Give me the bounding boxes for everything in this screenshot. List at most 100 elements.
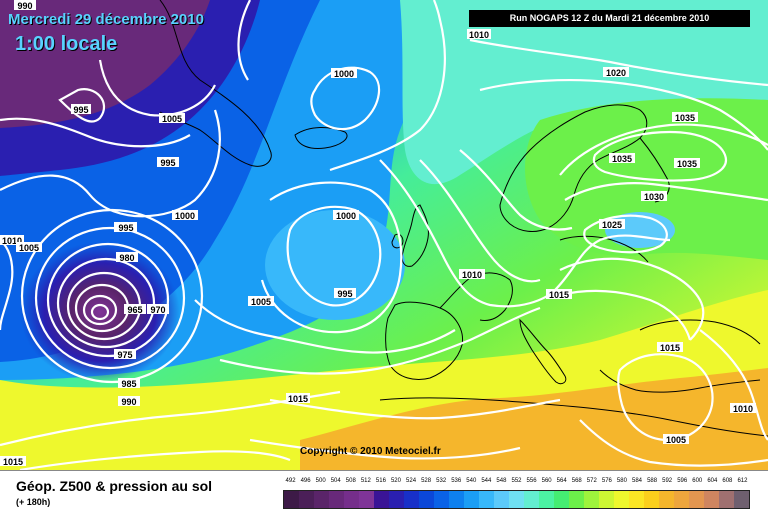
legend-swatch xyxy=(539,491,554,508)
isobar-label: 1010 xyxy=(459,269,485,280)
isobar-low-ring xyxy=(46,242,170,358)
svg-text:1035: 1035 xyxy=(675,113,695,123)
isobar-label: 990 xyxy=(118,396,140,407)
legend-label: 532 xyxy=(436,478,447,484)
svg-text:1015: 1015 xyxy=(3,457,23,467)
isobar-label: 1005 xyxy=(248,296,274,307)
legend-swatch xyxy=(509,491,524,508)
legend-label: 600 xyxy=(692,478,703,484)
legend-swatch xyxy=(674,491,689,508)
svg-text:990: 990 xyxy=(121,397,136,407)
svg-text:1010: 1010 xyxy=(469,30,489,40)
geopotential-field-south-orange xyxy=(300,368,768,470)
svg-text:1015: 1015 xyxy=(549,290,569,300)
coastline-north-africa xyxy=(379,397,768,437)
legend-swatch xyxy=(704,491,719,508)
isobar-label: 995 xyxy=(157,157,179,168)
legend-swatch xyxy=(299,491,314,508)
legend-label: 504 xyxy=(330,478,341,484)
legend-label: 492 xyxy=(285,478,296,484)
legend-swatch xyxy=(419,491,434,508)
valid-date: Mercredi 29 décembre 2010 xyxy=(8,11,204,28)
svg-text:1000: 1000 xyxy=(175,211,195,221)
isobar-label: 1020 xyxy=(603,67,629,78)
chart-title: Géop. Z500 & pression au sol xyxy=(16,478,213,494)
legend-label: 608 xyxy=(722,478,733,484)
legend-label: 592 xyxy=(662,478,673,484)
isobar xyxy=(419,159,541,283)
legend-label: 540 xyxy=(466,478,477,484)
legend-swatch xyxy=(614,491,629,508)
coastline-iceland xyxy=(294,127,348,149)
svg-text:980: 980 xyxy=(119,253,134,263)
isobar-label: 1015 xyxy=(0,456,26,467)
isobar-label: 1015 xyxy=(546,289,572,300)
isobar-label: 1000 xyxy=(331,68,357,79)
legend-swatch xyxy=(719,491,734,508)
isobar xyxy=(0,239,14,331)
isobar xyxy=(269,398,561,420)
isobar-label: 1005 xyxy=(16,242,42,253)
legend-label: 564 xyxy=(556,478,567,484)
isobar xyxy=(249,438,521,460)
legend-swatch xyxy=(284,491,299,508)
svg-text:1035: 1035 xyxy=(612,154,632,164)
isobar-label: 1015 xyxy=(286,393,310,404)
isobar-low-ring xyxy=(56,257,156,349)
isobar-label: 1035 xyxy=(609,153,635,164)
coastline-baltic xyxy=(559,235,649,263)
svg-text:1025: 1025 xyxy=(602,220,622,230)
legend-label: 560 xyxy=(541,478,552,484)
legend-swatch xyxy=(689,491,704,508)
legend-swatch xyxy=(494,491,509,508)
legend-label: 516 xyxy=(375,478,386,484)
isobar xyxy=(310,66,381,131)
isobar xyxy=(0,109,221,218)
coastline-scandinavia xyxy=(499,104,648,232)
isobar xyxy=(260,181,403,334)
valid-local-time: 1:00 locale xyxy=(15,33,118,55)
legend-swatch xyxy=(629,491,644,508)
legend-label: 568 xyxy=(571,478,582,484)
isobar xyxy=(98,59,216,117)
legend-swatch xyxy=(329,491,344,508)
legend-labels: 492 496 500 504 508 512 516 520 524 528 532 536 540 5… xyxy=(283,478,750,488)
isobar-label: 1010 xyxy=(730,403,756,414)
isobar xyxy=(329,0,446,172)
legend-label: 524 xyxy=(406,478,417,484)
geopotential-field-northeast-lowheight xyxy=(400,0,768,185)
legend-swatch xyxy=(659,491,674,508)
legend-swatch xyxy=(554,491,569,508)
isobar xyxy=(592,130,728,182)
isobar xyxy=(579,419,768,467)
legend-swatch xyxy=(584,491,599,508)
legend-swatch xyxy=(449,491,464,508)
isobar-label: 1015 xyxy=(657,342,683,353)
svg-text:1000: 1000 xyxy=(334,69,354,79)
isobar-label: 995 xyxy=(71,104,91,115)
geopotential-map: 990 995 995 1005 995 1000 1010 1005 995 … xyxy=(0,0,768,470)
isobar xyxy=(617,353,714,442)
isobar xyxy=(19,450,291,470)
svg-text:1030: 1030 xyxy=(644,192,664,202)
isobar xyxy=(559,257,705,341)
legend-swatch xyxy=(344,491,359,508)
isobar-label: 985 xyxy=(118,378,140,389)
svg-text:1005: 1005 xyxy=(19,243,39,253)
legend-label: 552 xyxy=(511,478,522,484)
legend-label: 496 xyxy=(300,478,311,484)
legend-label: 584 xyxy=(632,478,643,484)
svg-text:1005: 1005 xyxy=(251,297,271,307)
legend-label: 612 xyxy=(737,478,748,484)
legend-label: 512 xyxy=(360,478,371,484)
legend-swatch xyxy=(644,491,659,508)
legend-label: 528 xyxy=(421,478,432,484)
geopotential-field-iberia-cyan xyxy=(265,210,405,320)
isobar-label: 970 xyxy=(147,304,169,315)
isobar-label: 980 xyxy=(116,252,138,263)
svg-text:970: 970 xyxy=(150,305,165,315)
legend-label: 580 xyxy=(616,478,627,484)
svg-text:1005: 1005 xyxy=(666,435,686,445)
legend-swatch xyxy=(479,491,494,508)
